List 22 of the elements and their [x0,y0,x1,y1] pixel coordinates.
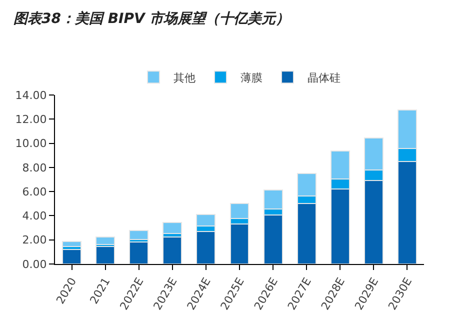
legend-label: 薄膜 [240,71,262,84]
y-tick-label: 8.00 [22,161,47,174]
legend-label: 晶体硅 [308,71,340,84]
y-tick-label: 14.00 [15,88,47,102]
legend-label: 其他 [174,71,196,84]
bar [162,236,182,264]
bar [96,246,116,264]
y-tick-label: 0.00 [22,258,47,271]
bar [129,242,149,264]
bar [96,236,116,246]
bar [162,222,182,234]
y-tick-label: 6.00 [22,185,47,198]
bar [62,248,82,264]
y-tick-label: 4.00 [22,210,47,223]
bar [62,240,82,248]
y-tick-label: 2.00 [22,234,47,247]
chart-title: 图表38：美国 BIPV 市场展望（十亿美元） [13,10,290,27]
y-tick-label: 12.00 [15,112,47,126]
bar [230,223,250,264]
bar [129,230,149,240]
bar [196,230,216,264]
y-tick-label: 10.00 [15,137,47,150]
